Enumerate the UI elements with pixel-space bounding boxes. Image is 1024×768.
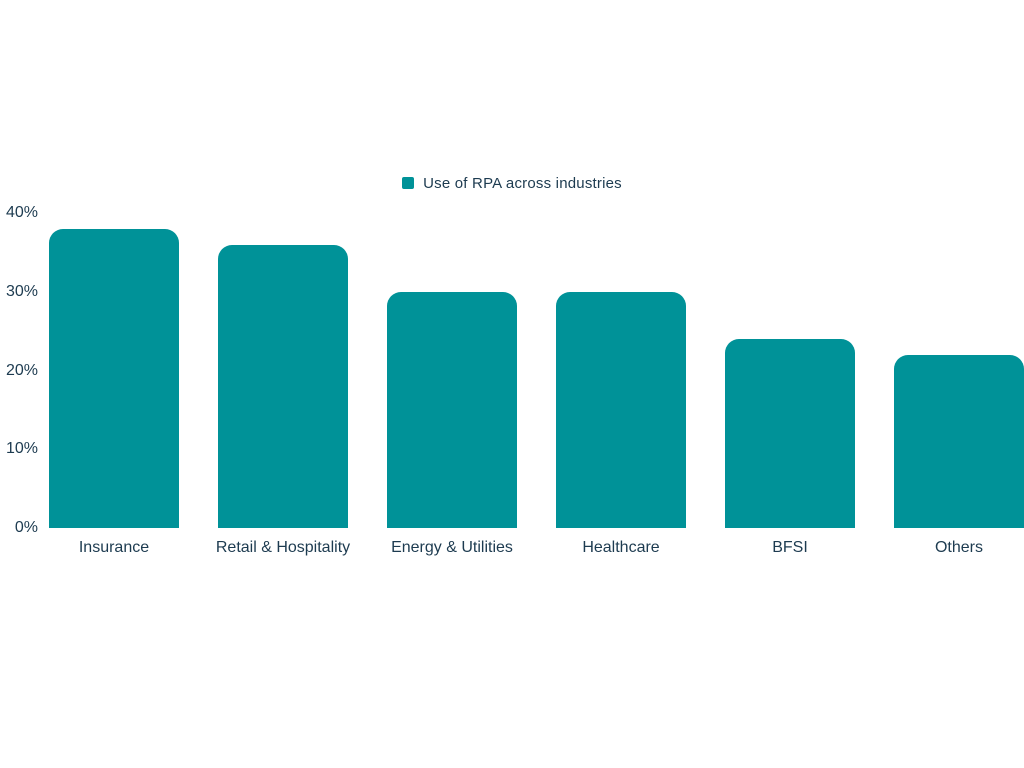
y-tick-label-40: 40% [5, 204, 38, 221]
x-label-healthcare: Healthcare [582, 539, 660, 556]
plot-area: 0% 10% 20% 30% 40% Insurance Retail & Hospita… [6, 205, 1024, 556]
y-tick-label-30: 30% [5, 282, 38, 300]
legend: Use of RPA across industries [0, 173, 1024, 193]
legend-swatch-icon [402, 177, 415, 189]
y-tick-label-0: 0% [14, 519, 38, 536]
y-tick-label-20: 20% [5, 361, 38, 379]
y-tick-label-10: 10% [5, 440, 38, 458]
bar-others [894, 354, 1024, 528]
bar-healthcare [556, 291, 686, 528]
bar-bfsi [725, 339, 855, 528]
x-label-bfsi: BFSI [772, 539, 808, 556]
x-label-retail-hospitality: Retail & Hospitality [215, 539, 351, 556]
bar-insurance [49, 228, 179, 528]
x-label-insurance: Insurance [78, 539, 150, 556]
x-label-energy-utilities: Energy & Utilities [391, 539, 513, 556]
legend-label: Use of RPA across industries [423, 174, 622, 192]
bar-energy-utilities [387, 291, 517, 528]
x-label-others: Others [934, 539, 983, 556]
bar-retail-hospitality [218, 244, 348, 528]
